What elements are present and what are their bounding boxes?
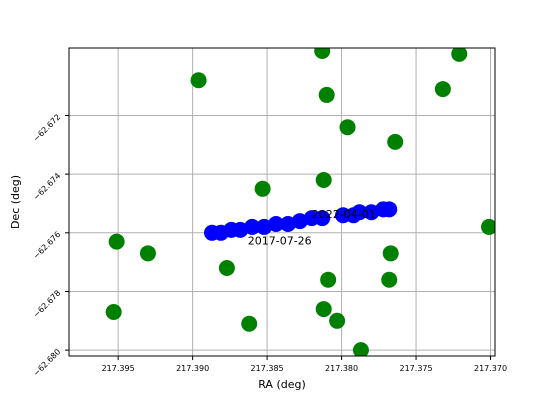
field-star-point — [315, 172, 332, 188]
field-star-point — [105, 304, 122, 320]
x-tick-label: 217.395 — [102, 364, 135, 373]
field-star-point — [481, 218, 495, 235]
field-star-point — [329, 312, 346, 329]
epoch-annotation: 2017-07-26 — [248, 235, 312, 248]
y-axis-label: Dec (deg) — [9, 175, 22, 229]
field-star-point — [434, 81, 451, 98]
x-tick-label: 217.375 — [400, 364, 433, 373]
annotations: 2017-07-26 2022-04-01 — [248, 208, 376, 247]
field-star-point — [241, 315, 258, 332]
field-star-point — [315, 301, 332, 318]
field-star-point — [318, 86, 335, 103]
field-star-point — [314, 48, 331, 59]
track-series — [203, 201, 398, 241]
field-star-point — [387, 133, 404, 150]
y-tick-label: −62.674 — [32, 171, 63, 202]
y-tick-label: −62.680 — [32, 347, 63, 378]
track-point — [351, 204, 368, 221]
field-star-point — [139, 245, 156, 262]
field-star-point — [381, 271, 398, 288]
x-axis-ticks: 217.395 217.390 217.385 217.380 217.375 217.3… — [102, 356, 507, 373]
field-star-point — [254, 180, 271, 197]
track-point — [244, 218, 261, 235]
track-point — [381, 201, 398, 218]
y-tick-label: −62.672 — [32, 113, 63, 144]
field-star-point — [339, 119, 356, 136]
x-tick-label: 217.390 — [176, 364, 209, 373]
field-stars-series — [105, 48, 495, 356]
grid — [69, 48, 495, 356]
field-star-point — [382, 245, 399, 262]
epoch-annotation: 2022-04-01 — [312, 208, 376, 221]
field-star-point — [108, 233, 125, 250]
y-tick-label: −62.676 — [32, 230, 63, 261]
y-axis-ticks: −62.672 −62.674 −62.676 −62.678 −62.680 — [32, 113, 69, 378]
track-point — [268, 216, 285, 232]
x-tick-label: 217.385 — [251, 364, 284, 373]
plot-frame — [68, 47, 496, 357]
field-star-point — [320, 271, 337, 288]
field-star-point — [451, 48, 468, 62]
x-axis-label: RA (deg) — [258, 378, 306, 391]
y-tick-label: −62.678 — [32, 289, 63, 320]
field-star-point — [218, 260, 235, 276]
x-tick-label: 217.370 — [474, 364, 507, 373]
track-point — [314, 210, 331, 227]
x-tick-label: 217.380 — [325, 364, 358, 373]
field-star-point — [352, 342, 369, 356]
field-star-point — [190, 72, 207, 89]
